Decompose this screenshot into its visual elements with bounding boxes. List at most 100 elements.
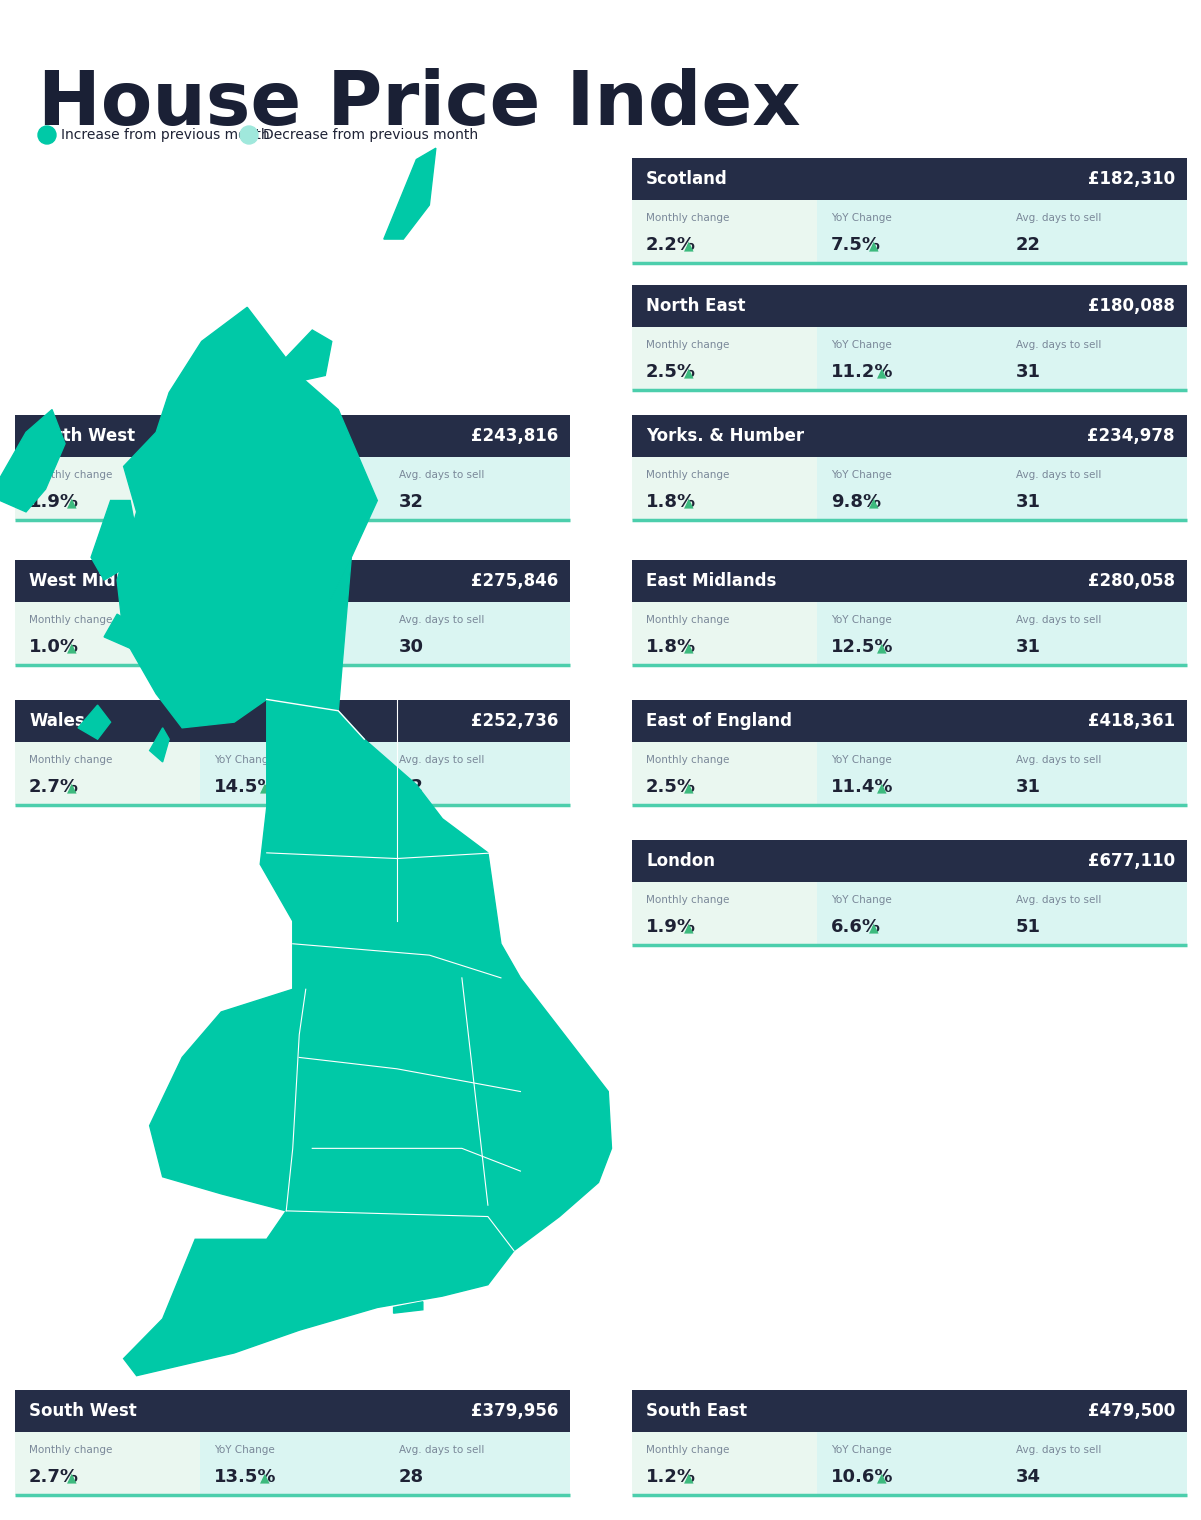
Text: 1.9%: 1.9% xyxy=(29,494,79,511)
Bar xyxy=(1002,458,1187,520)
Bar xyxy=(817,602,1002,666)
Bar xyxy=(1002,602,1187,666)
Text: 2.5%: 2.5% xyxy=(646,363,697,382)
Bar xyxy=(14,602,201,666)
Text: ▲: ▲ xyxy=(685,781,694,795)
Text: Monthly change: Monthly change xyxy=(646,1444,729,1455)
Text: South East: South East xyxy=(646,1401,747,1420)
Text: Avg. days to sell: Avg. days to sell xyxy=(1016,754,1101,765)
Text: Avg. days to sell: Avg. days to sell xyxy=(1016,614,1101,625)
Bar xyxy=(817,201,1002,263)
Text: ▲: ▲ xyxy=(67,781,77,795)
Text: Avg. days to sell: Avg. days to sell xyxy=(1016,470,1101,480)
Text: Wales: Wales xyxy=(29,711,85,730)
Text: 11.2%: 11.2% xyxy=(831,363,894,382)
Bar xyxy=(201,742,386,806)
Bar xyxy=(201,1432,386,1496)
Text: Avg. days to sell: Avg. days to sell xyxy=(1016,213,1101,222)
Text: Monthly change: Monthly change xyxy=(29,470,113,480)
Bar xyxy=(817,327,1002,391)
Bar xyxy=(386,602,570,666)
Bar xyxy=(201,602,386,666)
Bar xyxy=(817,458,1002,520)
Text: £280,058: £280,058 xyxy=(1088,572,1175,590)
Bar xyxy=(1002,201,1187,263)
Text: Monthly change: Monthly change xyxy=(29,1444,113,1455)
Circle shape xyxy=(38,126,56,144)
Text: £234,978: £234,978 xyxy=(1087,427,1175,445)
Polygon shape xyxy=(104,614,137,648)
Text: 6.6%: 6.6% xyxy=(831,918,882,936)
Text: Decrease from previous month: Decrease from previous month xyxy=(263,128,478,141)
Text: Yorks. & Humber: Yorks. & Humber xyxy=(646,427,805,445)
Text: ▲: ▲ xyxy=(259,497,269,509)
Text: 28: 28 xyxy=(399,1468,424,1487)
Text: 2.7%: 2.7% xyxy=(29,778,79,796)
Text: West Midlands: West Midlands xyxy=(29,572,166,590)
Polygon shape xyxy=(150,728,169,762)
Bar xyxy=(201,458,386,520)
Text: ▲: ▲ xyxy=(259,781,269,795)
Bar xyxy=(14,1389,570,1432)
Text: ▲: ▲ xyxy=(67,1471,77,1485)
Text: YoY Change: YoY Change xyxy=(214,1444,275,1455)
Bar xyxy=(817,1432,1002,1496)
Text: Avg. days to sell: Avg. days to sell xyxy=(399,1444,484,1455)
Text: Avg. days to sell: Avg. days to sell xyxy=(399,470,484,480)
Bar xyxy=(632,286,1187,327)
Text: YoY Change: YoY Change xyxy=(831,213,892,222)
Polygon shape xyxy=(116,307,377,728)
Polygon shape xyxy=(394,1301,423,1313)
Text: 9.8%: 9.8% xyxy=(831,494,882,511)
Text: ▲: ▲ xyxy=(877,1471,886,1485)
Text: YoY Change: YoY Change xyxy=(831,339,892,350)
Polygon shape xyxy=(124,558,611,1376)
Text: 11.4%: 11.4% xyxy=(831,778,894,796)
Text: 1.8%: 1.8% xyxy=(646,494,697,511)
Polygon shape xyxy=(0,409,65,512)
Text: ▲: ▲ xyxy=(685,497,694,509)
Polygon shape xyxy=(91,500,137,581)
Bar xyxy=(632,327,817,391)
Text: ▲: ▲ xyxy=(870,497,879,509)
Text: 32: 32 xyxy=(399,494,424,511)
Text: YoY Change: YoY Change xyxy=(831,754,892,765)
Text: 31: 31 xyxy=(1016,778,1041,796)
Bar xyxy=(632,742,817,806)
Text: Avg. days to sell: Avg. days to sell xyxy=(1016,895,1101,904)
Text: ▲: ▲ xyxy=(877,641,886,655)
Text: Scotland: Scotland xyxy=(646,170,728,188)
Text: 30: 30 xyxy=(399,638,424,657)
Bar xyxy=(632,415,1187,458)
Text: ▲: ▲ xyxy=(259,641,269,655)
Bar xyxy=(14,1432,201,1496)
Text: Monthly change: Monthly change xyxy=(646,213,729,222)
Text: Avg. days to sell: Avg. days to sell xyxy=(1016,1444,1101,1455)
Polygon shape xyxy=(384,147,436,239)
Bar xyxy=(386,458,570,520)
Text: ▲: ▲ xyxy=(685,1471,694,1485)
Text: ▲: ▲ xyxy=(259,1471,269,1485)
Bar xyxy=(14,701,570,742)
Text: 13.5%: 13.5% xyxy=(214,1468,276,1487)
Text: 7.5%: 7.5% xyxy=(831,237,882,254)
Bar xyxy=(14,458,201,520)
Text: Monthly change: Monthly change xyxy=(29,614,113,625)
Text: 51: 51 xyxy=(1016,918,1041,936)
Text: ▲: ▲ xyxy=(685,240,694,252)
Text: Monthly change: Monthly change xyxy=(29,754,113,765)
Text: 2.5%: 2.5% xyxy=(646,778,697,796)
Text: Monthly change: Monthly change xyxy=(646,895,729,904)
Bar xyxy=(632,602,817,666)
Text: 12.5%: 12.5% xyxy=(831,638,894,657)
Polygon shape xyxy=(280,330,331,382)
Bar xyxy=(817,882,1002,945)
Text: ▲: ▲ xyxy=(877,366,886,380)
Bar xyxy=(632,201,817,263)
Bar xyxy=(632,841,1187,882)
Text: Monthly change: Monthly change xyxy=(646,614,729,625)
Text: YoY Change: YoY Change xyxy=(214,470,275,480)
Bar xyxy=(632,158,1187,201)
Bar xyxy=(1002,742,1187,806)
Bar xyxy=(386,742,570,806)
